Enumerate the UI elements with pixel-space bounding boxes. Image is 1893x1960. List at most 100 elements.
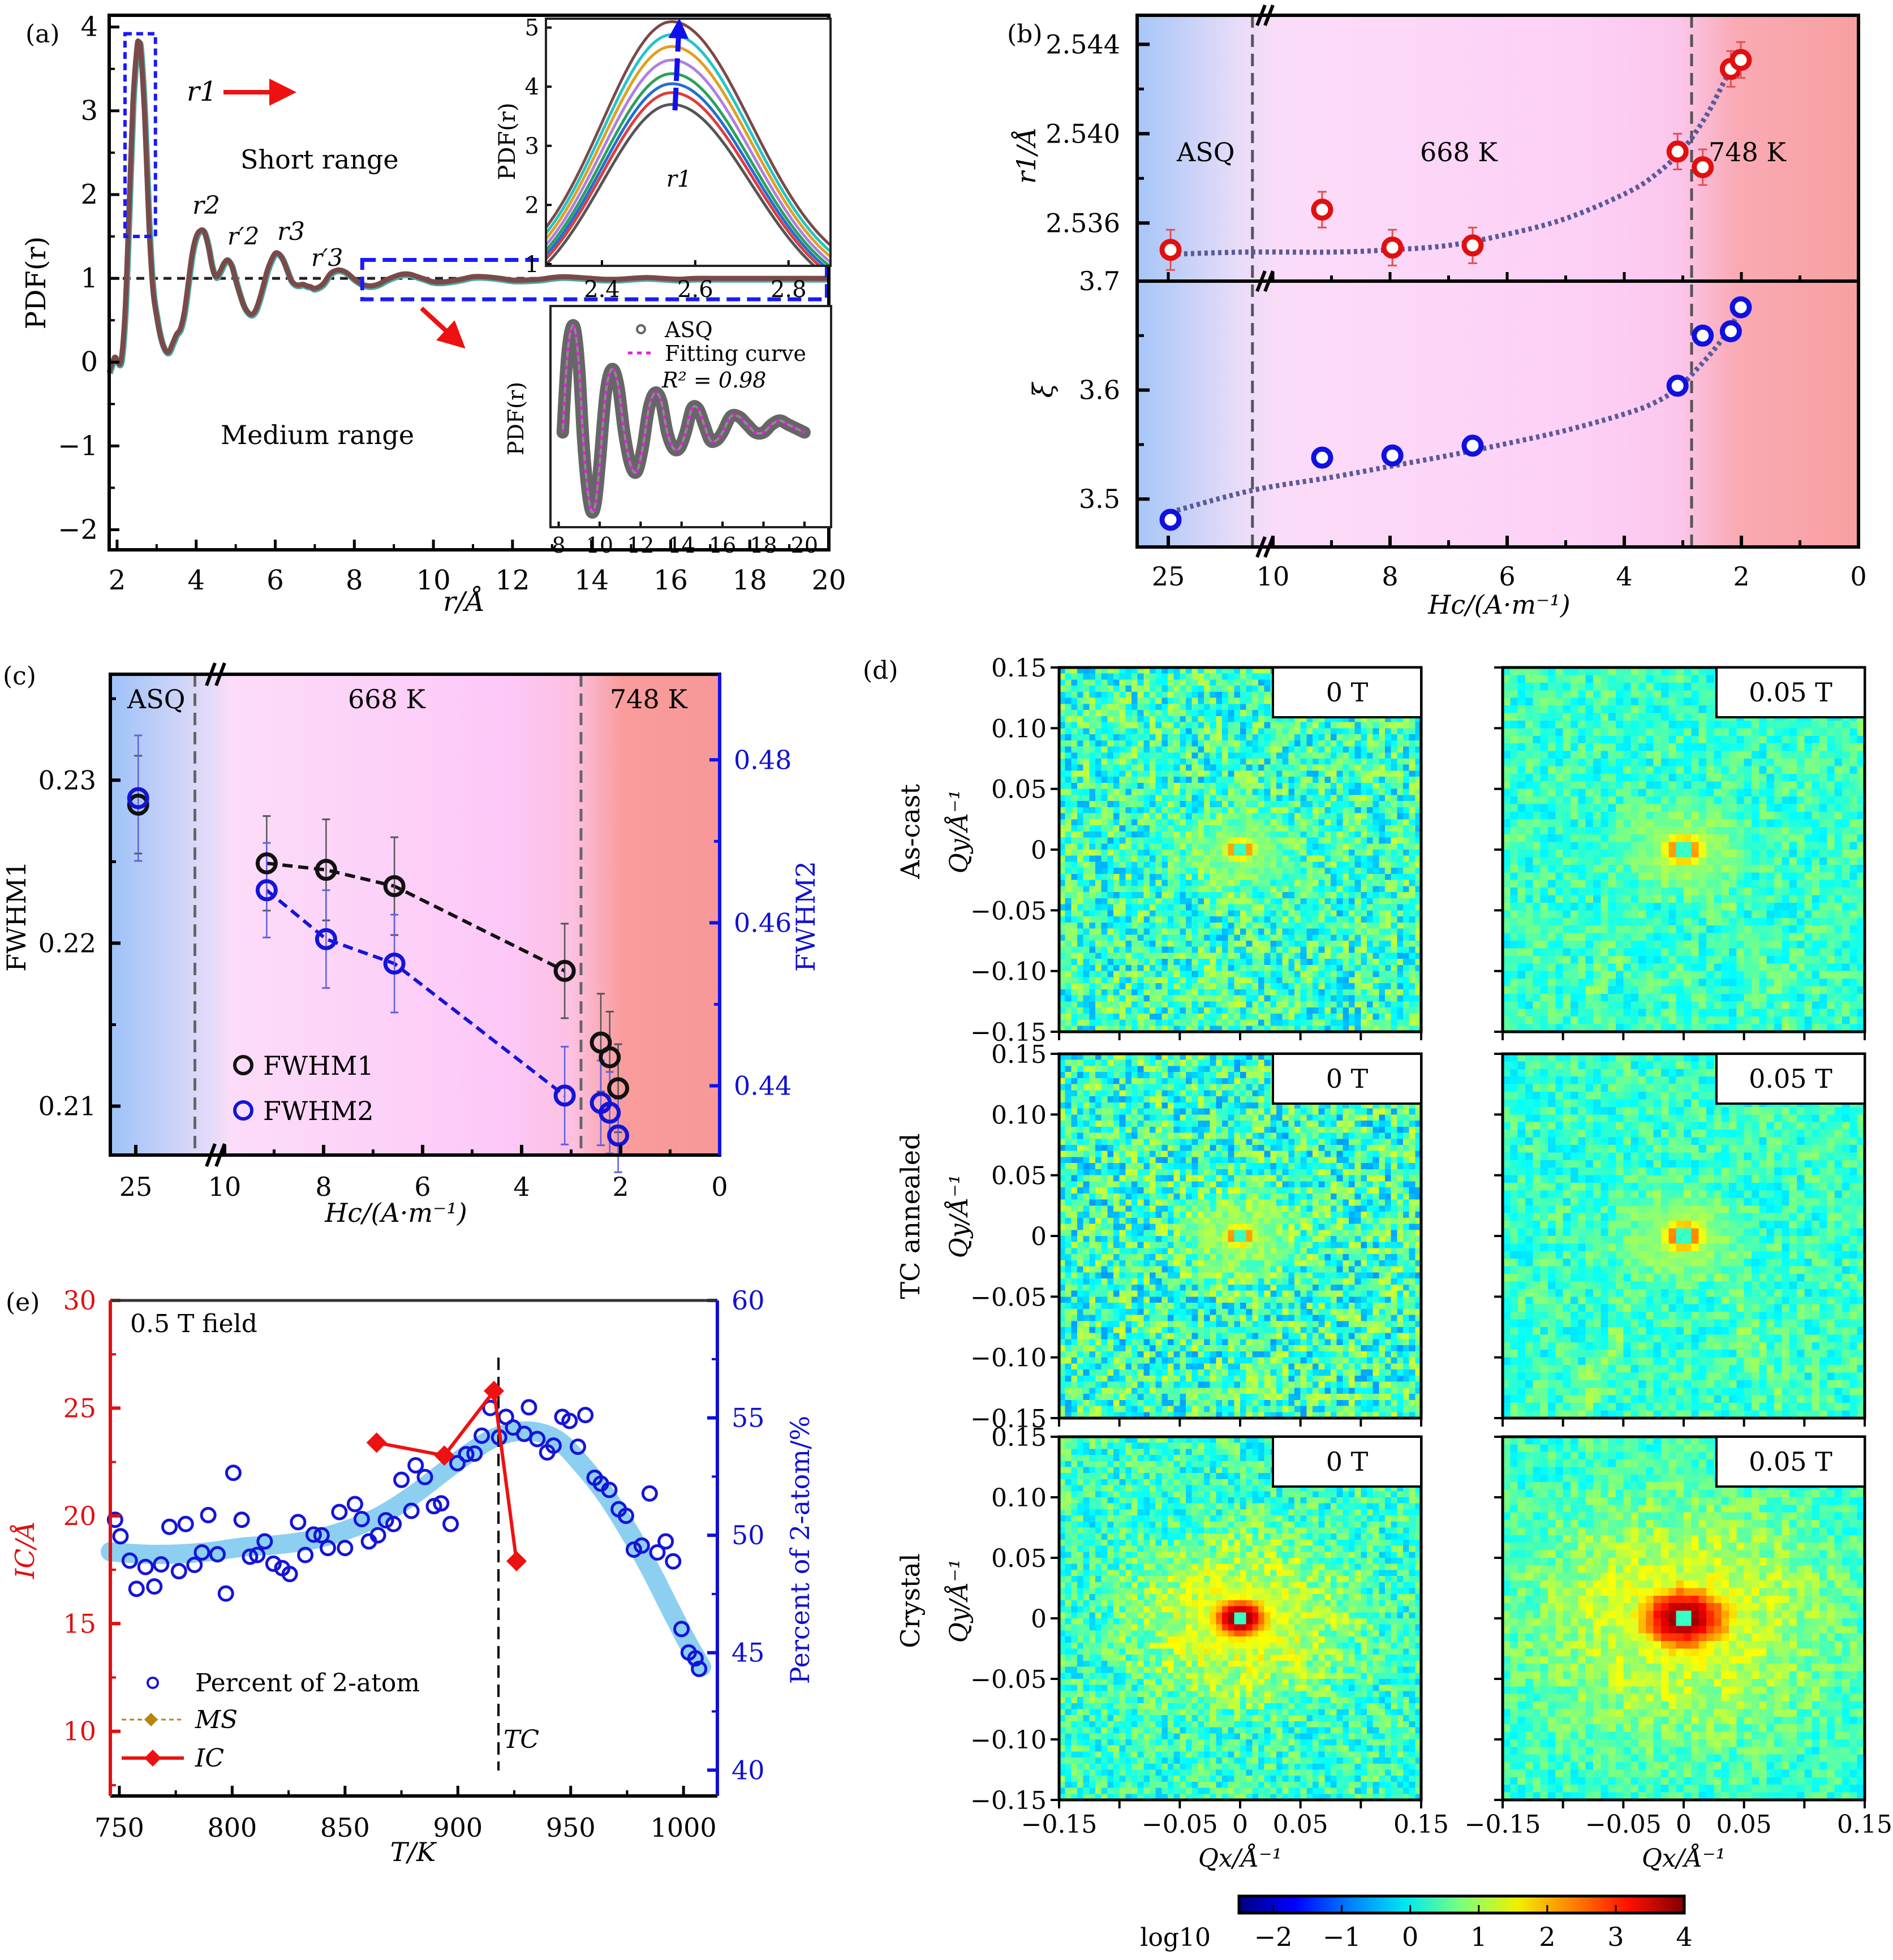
y-tick-label-left: 15 bbox=[63, 1608, 96, 1639]
data-point-percent bbox=[233, 1511, 250, 1528]
y-axis-label-right: Percent of 2-atom/% bbox=[785, 1416, 815, 1684]
data-point-percent bbox=[337, 1540, 354, 1557]
data-point-percent bbox=[137, 1558, 154, 1575]
x-tick-label: 6 bbox=[414, 1171, 431, 1202]
x-tick-label: 1000 bbox=[651, 1812, 717, 1843]
legend-label-fwhm1: FWHM1 bbox=[263, 1050, 374, 1081]
legend-marker-fwhm2 bbox=[233, 1100, 253, 1121]
data-point-xi bbox=[1159, 509, 1182, 531]
data-point-fwhm1 bbox=[599, 1046, 621, 1069]
y-tick-label: 3.7 bbox=[1079, 266, 1120, 296]
plot-frame bbox=[1135, 14, 1860, 549]
data-point-fwhm1 bbox=[383, 875, 406, 898]
panel-label-b: (b) bbox=[1007, 20, 1043, 49]
inset-x-tick-label: 10 bbox=[586, 533, 613, 558]
inset-x-tick-label: 2.6 bbox=[677, 277, 713, 303]
data-point-percent bbox=[200, 1506, 217, 1523]
r-squared-label: R² = 0.98 bbox=[661, 368, 766, 393]
y-tick-label-left: 30 bbox=[63, 1285, 96, 1316]
inset-y-tick-label: 1 bbox=[525, 252, 539, 278]
heatmap-tc-annealed-005t bbox=[1503, 1054, 1865, 1418]
y-tick-label-right: 0.46 bbox=[734, 907, 791, 938]
data-point-percent bbox=[290, 1514, 307, 1531]
data-point-percent bbox=[425, 1498, 442, 1515]
x-tick-label: 10 bbox=[208, 1171, 242, 1202]
data-point-percent bbox=[305, 1526, 322, 1543]
y-tick-label: 2.544 bbox=[1046, 29, 1120, 59]
y-axis-label-left: FWHM1 bbox=[1, 861, 32, 972]
data-point-percent bbox=[403, 1502, 420, 1519]
inset-y-tick-label: 4 bbox=[525, 74, 539, 100]
data-point-fwhm1 bbox=[607, 1077, 630, 1100]
y-axis-label-r1: r1/Å bbox=[1010, 127, 1042, 184]
colorbar-tick-label: 0 bbox=[1402, 1922, 1418, 1952]
x-tick-label: 25 bbox=[1152, 561, 1185, 592]
data-point-fwhm2 bbox=[383, 952, 406, 975]
inset-peak-r1: 2.4 2.6 2.8 1 2 3 4 5 r1 PDF(r) bbox=[494, 15, 832, 303]
colorbar-tick-label: −1 bbox=[1323, 1922, 1361, 1952]
data-point-percent bbox=[665, 1553, 682, 1570]
fitting-curve bbox=[561, 324, 805, 514]
y-axis-label-row2: Qy/Å⁻¹ bbox=[944, 1174, 974, 1258]
data-point-xi bbox=[1381, 444, 1404, 467]
y-axis-label-left: IC/Å bbox=[9, 1521, 40, 1579]
data-point-r1 bbox=[1729, 49, 1752, 71]
y-tick-label-left: 20 bbox=[63, 1501, 96, 1531]
colorbar-ticks: −2 −1 0 1 2 3 4 bbox=[1254, 1905, 1693, 1952]
y-tick-label-right: 0.44 bbox=[734, 1071, 791, 1101]
x-tick-label: 2 bbox=[1733, 561, 1749, 592]
inset-curve-4 bbox=[546, 58, 831, 264]
x-tick-label: 14 bbox=[574, 565, 609, 596]
x-tick-label: 4 bbox=[1616, 561, 1632, 592]
inset-y-tick-label: 2 bbox=[525, 192, 539, 218]
x-tick-label: 8 bbox=[315, 1171, 332, 1202]
y-tick-label-left: 0.21 bbox=[38, 1091, 96, 1122]
y-tick-label-right: 0.48 bbox=[734, 744, 791, 775]
x-tick-label: 25 bbox=[119, 1171, 153, 1202]
data-point-r1 bbox=[1666, 140, 1689, 163]
inset-curve-0 bbox=[546, 103, 816, 266]
data-point-percent bbox=[458, 1446, 475, 1463]
inset-x-tick-label: 2.8 bbox=[771, 277, 807, 303]
x-tick-label: 8 bbox=[346, 565, 363, 596]
data-point-fwhm1 bbox=[553, 959, 576, 982]
heatmap-as-cast-0t bbox=[1059, 667, 1421, 1032]
data-point-xi bbox=[1666, 374, 1689, 397]
x-tick-label: 10 bbox=[416, 565, 451, 596]
x-tick-label: 2 bbox=[109, 565, 126, 596]
legend-label-percent: Percent of 2-atom bbox=[195, 1669, 420, 1698]
data-point-ic bbox=[484, 1380, 505, 1401]
data-point-percent bbox=[649, 1544, 666, 1561]
data-point-percent bbox=[657, 1533, 674, 1550]
data-point-fwhm2 bbox=[255, 879, 278, 902]
y-tick-label-right: 45 bbox=[732, 1638, 765, 1668]
region-label-asq: ASQ bbox=[127, 684, 185, 714]
pdf-curve-line bbox=[106, 38, 829, 373]
y-tick-label-right: 55 bbox=[732, 1403, 765, 1433]
data-point-percent bbox=[209, 1546, 226, 1563]
y-axis-label-row3: Qy/Å⁻¹ bbox=[944, 1559, 974, 1643]
data-point-percent bbox=[442, 1515, 459, 1532]
data-point-percent bbox=[633, 1537, 650, 1554]
arrow-icon bbox=[668, 18, 689, 111]
data-point-percent bbox=[377, 1512, 394, 1529]
legend-label-fit: Fitting curve bbox=[665, 341, 806, 366]
panel-c-fwhm-chart: 0.21 0.22 0.23 0.44 0.46 0.48 25 10 8 6 4 2 0 ASQ 66… bbox=[1, 662, 821, 1228]
data-point-percent bbox=[449, 1455, 466, 1472]
colorbar bbox=[1237, 1894, 1686, 1915]
data-point-r1 bbox=[1311, 199, 1333, 221]
y-tick-label: 2 bbox=[80, 179, 98, 210]
x-tick-label: 750 bbox=[94, 1812, 144, 1843]
data-point-percent bbox=[353, 1511, 370, 1528]
data-point-percent bbox=[569, 1438, 586, 1455]
data-point-ic bbox=[366, 1432, 387, 1453]
data-point-percent bbox=[170, 1563, 187, 1580]
data-point-percent bbox=[225, 1464, 242, 1481]
data-point-r1 bbox=[1159, 239, 1182, 261]
row-label-crystal: Crystal bbox=[895, 1553, 926, 1648]
inset-curve-6 bbox=[546, 33, 831, 253]
data-point-percent bbox=[545, 1437, 562, 1454]
fit-curve-xi bbox=[1169, 310, 1741, 515]
data-point-percent bbox=[617, 1507, 634, 1524]
data-point-percent bbox=[186, 1556, 203, 1573]
